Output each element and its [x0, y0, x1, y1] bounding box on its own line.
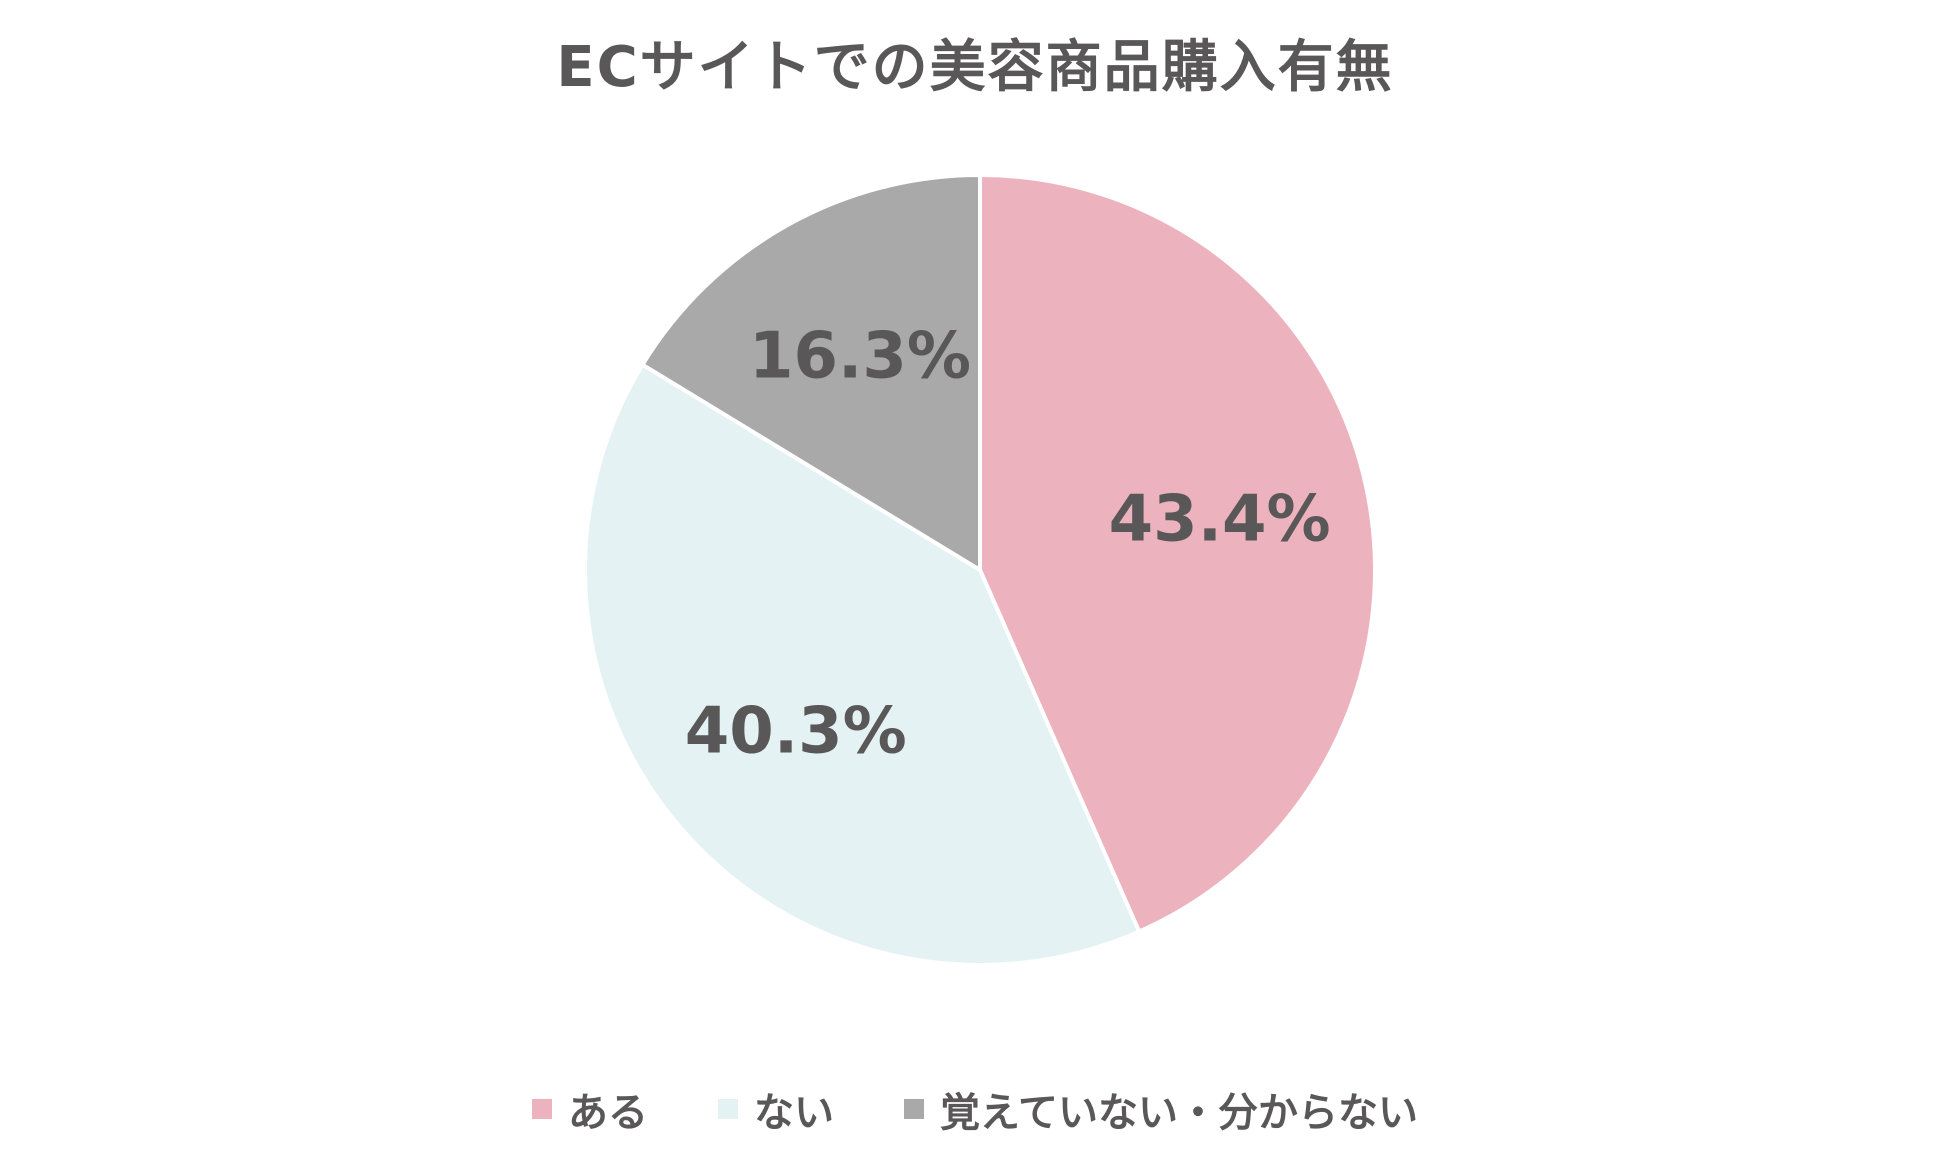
data-label-aru: 43.4%: [1109, 483, 1331, 557]
legend-item-aru: ある: [532, 1080, 648, 1138]
data-label-nai: 40.3%: [685, 694, 907, 768]
legend-label-nai: ない: [754, 1090, 834, 1136]
pie-slice-aru: [978, 172, 1378, 935]
legend-label-unknown: 覚えていない・分からない: [940, 1090, 1418, 1136]
pie-slice-nai: [583, 361, 1142, 968]
data-label-unknown: 16.3%: [749, 320, 971, 394]
legend-label-aru: ある: [568, 1090, 648, 1136]
chart-title: ECサイトでの美容商品購入有無: [556, 35, 1394, 100]
legend-item-unknown: 覚えていない・分からない: [904, 1080, 1418, 1138]
legend-swatch-nai: [718, 1099, 738, 1119]
pie-slice-unknown: [639, 172, 982, 574]
legend-swatch-aru: [532, 1099, 552, 1119]
legend-swatch-unknown: [904, 1099, 924, 1119]
pie-data-labels: 43.4% 40.3% 16.3%: [685, 320, 1331, 769]
legend-item-nai: ない: [718, 1080, 834, 1138]
pie-slices: [583, 172, 1378, 968]
legend: ある ない 覚えていない・分からない: [0, 1080, 1950, 1138]
